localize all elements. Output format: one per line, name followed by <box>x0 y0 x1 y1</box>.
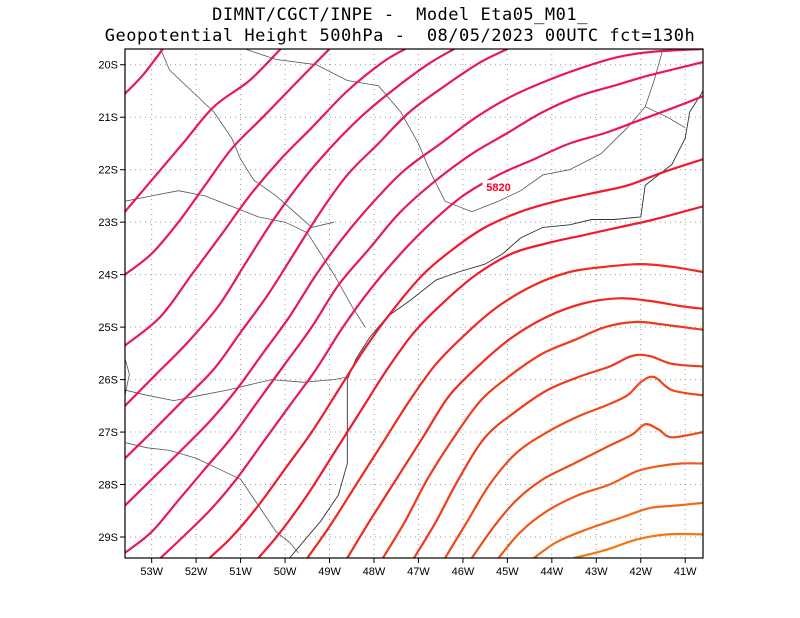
tick-label-lat: 29S <box>98 532 118 544</box>
contour-line-16 <box>444 375 703 558</box>
contour-line-8 <box>125 61 703 554</box>
tick-label-lat: 20S <box>98 60 118 72</box>
state-border-sp-pr <box>125 190 366 328</box>
contour-label-5820: 5820 <box>486 182 510 194</box>
contour-line-3 <box>125 49 331 276</box>
contour-line-7 <box>125 49 703 507</box>
tick-label-lon: 43W <box>585 566 608 578</box>
title-line-2: Geopotential Height 500hPa - 08/05/2023 … <box>104 26 696 46</box>
contour-layer <box>125 49 703 558</box>
tick-label-lon: 46W <box>452 566 475 578</box>
state-border-mg-sp <box>244 49 521 213</box>
geography-layer <box>125 49 703 558</box>
tick-label-lat: 28S <box>98 480 118 492</box>
contour-line-14 <box>381 320 703 558</box>
contour-line-20 <box>573 532 703 558</box>
tick-label-lat: 22S <box>98 165 118 177</box>
tick-label-lon: 51W <box>229 566 252 578</box>
contour-line-15 <box>412 353 703 558</box>
tick-label-lat: 25S <box>98 322 118 334</box>
contour-line-1 <box>125 49 164 95</box>
contour-line-5 <box>125 49 456 407</box>
tick-label-lon: 45W <box>496 566 519 578</box>
state-border-sc-rs <box>125 442 299 554</box>
title-line-1: DIMNT/CGCT/INPE - Model Eta05_M01_ <box>212 5 588 25</box>
contour-line-12 <box>306 263 703 558</box>
tick-label-lat: 27S <box>98 427 118 439</box>
tick-label-lat: 21S <box>98 112 118 124</box>
state-border-mt-go <box>160 49 335 228</box>
country-border-west <box>125 358 130 396</box>
contour-label-background <box>482 180 515 194</box>
coastline <box>289 90 703 558</box>
contour-line-13 <box>346 297 703 558</box>
contour-line-9 <box>159 95 703 558</box>
tick-label-lon: 49W <box>318 566 341 578</box>
contour-line-19 <box>532 501 703 558</box>
state-border-es <box>645 106 686 129</box>
contour-line-4 <box>125 49 407 347</box>
tick-label-lon: 50W <box>274 566 297 578</box>
contour-line-10 <box>208 158 703 558</box>
tick-label-lon: 48W <box>363 566 386 578</box>
tick-label-lat: 26S <box>98 375 118 387</box>
contour-line-2 <box>125 49 282 213</box>
contour-line-6 <box>125 49 509 460</box>
tick-label-lon: 53W <box>140 566 163 578</box>
state-border-mg-rj <box>520 49 664 192</box>
tick-label-lon: 52W <box>185 566 208 578</box>
axes: 53W 52W 51W 50W 49W 48W 47W 46W 45W 44W 43W 42W 41W 2… <box>98 60 697 578</box>
contour-labels: 5820 <box>482 180 515 194</box>
contour-line-18 <box>497 462 703 558</box>
tick-label-lat: 23S <box>98 217 118 229</box>
contour-line-17 <box>470 422 703 558</box>
map-frame <box>124 48 704 559</box>
tick-label-lon: 44W <box>541 566 564 578</box>
tick-label-lat: 24S <box>98 270 118 282</box>
tick-label-lon: 42W <box>629 566 652 578</box>
contour-line-11 <box>257 205 703 558</box>
tick-label-lon: 41W <box>674 566 697 578</box>
tick-label-lon: 47W <box>407 566 430 578</box>
